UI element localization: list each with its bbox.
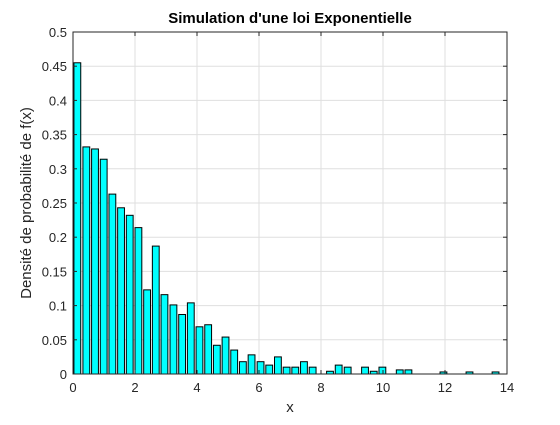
histogram-bar xyxy=(238,361,247,375)
x-tick-label: 14 xyxy=(500,380,514,395)
y-tick-label: 0.1 xyxy=(49,299,67,314)
histogram-bar xyxy=(143,289,151,375)
x-tick-label: 12 xyxy=(438,380,452,395)
y-tick-label: 0.35 xyxy=(42,128,67,143)
histogram-bar xyxy=(212,344,221,375)
histogram-bar xyxy=(117,207,125,375)
histogram-bar xyxy=(265,364,274,375)
histogram-bar xyxy=(186,302,195,375)
x-axis-label: x xyxy=(286,399,294,416)
histogram-bar xyxy=(73,62,82,375)
histogram-bar xyxy=(151,245,160,375)
x-tick-label: 0 xyxy=(69,380,76,395)
chart-title: Simulation d'une loi Exponentielle xyxy=(168,10,412,27)
y-tick-label: 0.05 xyxy=(42,333,67,348)
y-tick-label: 0 xyxy=(60,367,67,382)
histogram-bar xyxy=(378,366,387,375)
x-tick-label: 6 xyxy=(255,380,262,395)
axis-ticks: 0 2 4 6 8 10 12 14 0 0.05 0.1 0.15 0.2 0.25 0.3 0.35 0.4… xyxy=(42,25,515,395)
histogram-bar xyxy=(343,366,352,375)
x-tick-label: 2 xyxy=(131,380,138,395)
y-tick-label: 0.45 xyxy=(42,59,67,74)
x-tick-label: 4 xyxy=(193,380,200,395)
histogram-bar xyxy=(247,354,256,375)
histogram-bar xyxy=(169,304,178,375)
y-tick-label: 0.2 xyxy=(49,230,67,245)
histogram-bar xyxy=(404,369,413,375)
histogram-bar xyxy=(282,366,291,375)
histogram-bar xyxy=(361,366,369,375)
histogram-bar xyxy=(125,214,134,375)
histogram-bar xyxy=(108,193,117,375)
histogram-bar xyxy=(82,146,91,375)
x-tick-label: 8 xyxy=(317,380,324,395)
y-tick-label: 0.5 xyxy=(49,25,67,40)
histogram-bar xyxy=(395,369,404,375)
histogram-bar xyxy=(204,324,213,375)
histogram-bar xyxy=(134,227,143,375)
histogram-bar xyxy=(160,294,169,375)
histogram-bar xyxy=(91,148,99,375)
histogram-bar xyxy=(291,366,300,375)
y-tick-label: 0.25 xyxy=(42,196,67,211)
y-axis-label: Densité de probabilité de f(x) xyxy=(18,107,35,299)
histogram-bar xyxy=(221,336,230,375)
histogram-bar xyxy=(99,158,108,375)
y-tick-label: 0.15 xyxy=(42,264,67,279)
histogram-bar xyxy=(178,313,187,375)
histogram-bar xyxy=(334,364,343,375)
histogram-bar xyxy=(308,366,317,375)
histogram-bars xyxy=(73,62,500,375)
histogram-bar xyxy=(300,361,308,375)
histogram-bar xyxy=(230,349,239,375)
x-tick-label: 10 xyxy=(376,380,390,395)
histogram-bar xyxy=(274,356,282,375)
y-tick-label: 0.4 xyxy=(49,93,67,108)
histogram-bar xyxy=(195,326,204,375)
grid-lines xyxy=(73,32,507,374)
histogram-bar xyxy=(256,361,265,375)
y-tick-label: 0.3 xyxy=(49,162,67,177)
